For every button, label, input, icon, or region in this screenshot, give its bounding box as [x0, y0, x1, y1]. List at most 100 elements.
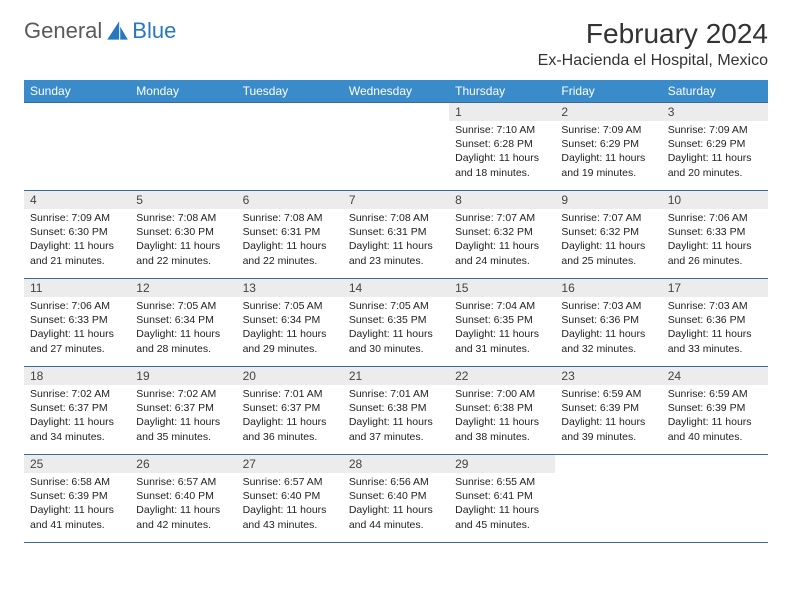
calendar-table: SundayMondayTuesdayWednesdayThursdayFrid… [24, 80, 768, 543]
calendar-cell: 1Sunrise: 7:10 AMSunset: 6:28 PMDaylight… [449, 103, 555, 191]
calendar-cell-empty [130, 103, 236, 191]
day-number: 8 [449, 191, 555, 209]
day-number: 5 [130, 191, 236, 209]
day-details: Sunrise: 7:06 AMSunset: 6:33 PMDaylight:… [24, 297, 130, 358]
day-number: 25 [24, 455, 130, 473]
calendar-cell-empty [662, 455, 768, 543]
day-details: Sunrise: 7:01 AMSunset: 6:37 PMDaylight:… [237, 385, 343, 446]
day-details: Sunrise: 6:56 AMSunset: 6:40 PMDaylight:… [343, 473, 449, 534]
day-details: Sunrise: 7:06 AMSunset: 6:33 PMDaylight:… [662, 209, 768, 270]
day-number: 22 [449, 367, 555, 385]
calendar-cell: 7Sunrise: 7:08 AMSunset: 6:31 PMDaylight… [343, 191, 449, 279]
day-number: 28 [343, 455, 449, 473]
day-number: 17 [662, 279, 768, 297]
day-number: 11 [24, 279, 130, 297]
day-number: 12 [130, 279, 236, 297]
day-number: 29 [449, 455, 555, 473]
day-details: Sunrise: 6:57 AMSunset: 6:40 PMDaylight:… [237, 473, 343, 534]
day-details: Sunrise: 7:05 AMSunset: 6:34 PMDaylight:… [237, 297, 343, 358]
weekday-header-row: SundayMondayTuesdayWednesdayThursdayFrid… [24, 80, 768, 103]
day-details: Sunrise: 6:58 AMSunset: 6:39 PMDaylight:… [24, 473, 130, 534]
calendar-cell-empty [237, 103, 343, 191]
calendar-cell: 27Sunrise: 6:57 AMSunset: 6:40 PMDayligh… [237, 455, 343, 543]
brand-word2: Blue [132, 18, 176, 44]
calendar-cell: 3Sunrise: 7:09 AMSunset: 6:29 PMDaylight… [662, 103, 768, 191]
day-details: Sunrise: 7:05 AMSunset: 6:35 PMDaylight:… [343, 297, 449, 358]
calendar-cell: 13Sunrise: 7:05 AMSunset: 6:34 PMDayligh… [237, 279, 343, 367]
header: General Blue February 2024 Ex-Hacienda e… [24, 18, 768, 70]
day-details: Sunrise: 7:08 AMSunset: 6:31 PMDaylight:… [343, 209, 449, 270]
day-number: 18 [24, 367, 130, 385]
calendar-cell: 11Sunrise: 7:06 AMSunset: 6:33 PMDayligh… [24, 279, 130, 367]
weekday-header: Wednesday [343, 80, 449, 103]
day-number: 4 [24, 191, 130, 209]
calendar-cell: 25Sunrise: 6:58 AMSunset: 6:39 PMDayligh… [24, 455, 130, 543]
day-details: Sunrise: 7:03 AMSunset: 6:36 PMDaylight:… [555, 297, 661, 358]
calendar-cell: 29Sunrise: 6:55 AMSunset: 6:41 PMDayligh… [449, 455, 555, 543]
day-details: Sunrise: 7:02 AMSunset: 6:37 PMDaylight:… [24, 385, 130, 446]
calendar-cell: 12Sunrise: 7:05 AMSunset: 6:34 PMDayligh… [130, 279, 236, 367]
day-details: Sunrise: 7:00 AMSunset: 6:38 PMDaylight:… [449, 385, 555, 446]
day-details: Sunrise: 6:55 AMSunset: 6:41 PMDaylight:… [449, 473, 555, 534]
day-number: 2 [555, 103, 661, 121]
weekday-header: Saturday [662, 80, 768, 103]
day-details: Sunrise: 7:07 AMSunset: 6:32 PMDaylight:… [555, 209, 661, 270]
day-number: 9 [555, 191, 661, 209]
calendar-row: 4Sunrise: 7:09 AMSunset: 6:30 PMDaylight… [24, 191, 768, 279]
weekday-header: Monday [130, 80, 236, 103]
day-number: 27 [237, 455, 343, 473]
day-number: 26 [130, 455, 236, 473]
calendar-cell: 21Sunrise: 7:01 AMSunset: 6:38 PMDayligh… [343, 367, 449, 455]
day-number: 7 [343, 191, 449, 209]
calendar-cell: 26Sunrise: 6:57 AMSunset: 6:40 PMDayligh… [130, 455, 236, 543]
day-details: Sunrise: 6:57 AMSunset: 6:40 PMDaylight:… [130, 473, 236, 534]
day-number: 14 [343, 279, 449, 297]
day-details: Sunrise: 7:10 AMSunset: 6:28 PMDaylight:… [449, 121, 555, 182]
day-number: 13 [237, 279, 343, 297]
day-number: 20 [237, 367, 343, 385]
day-details: Sunrise: 7:07 AMSunset: 6:32 PMDaylight:… [449, 209, 555, 270]
day-details: Sunrise: 7:03 AMSunset: 6:36 PMDaylight:… [662, 297, 768, 358]
day-details: Sunrise: 6:59 AMSunset: 6:39 PMDaylight:… [555, 385, 661, 446]
calendar-cell: 28Sunrise: 6:56 AMSunset: 6:40 PMDayligh… [343, 455, 449, 543]
calendar-cell: 8Sunrise: 7:07 AMSunset: 6:32 PMDaylight… [449, 191, 555, 279]
calendar-row: 25Sunrise: 6:58 AMSunset: 6:39 PMDayligh… [24, 455, 768, 543]
weekday-header: Friday [555, 80, 661, 103]
calendar-cell-empty [24, 103, 130, 191]
calendar-cell: 16Sunrise: 7:03 AMSunset: 6:36 PMDayligh… [555, 279, 661, 367]
calendar-row: 1Sunrise: 7:10 AMSunset: 6:28 PMDaylight… [24, 103, 768, 191]
calendar-cell: 10Sunrise: 7:06 AMSunset: 6:33 PMDayligh… [662, 191, 768, 279]
brand-logo: General Blue [24, 18, 176, 44]
calendar-cell: 2Sunrise: 7:09 AMSunset: 6:29 PMDaylight… [555, 103, 661, 191]
calendar-cell: 17Sunrise: 7:03 AMSunset: 6:36 PMDayligh… [662, 279, 768, 367]
day-number: 19 [130, 367, 236, 385]
calendar-cell: 18Sunrise: 7:02 AMSunset: 6:37 PMDayligh… [24, 367, 130, 455]
day-details: Sunrise: 7:08 AMSunset: 6:31 PMDaylight:… [237, 209, 343, 270]
title-block: February 2024 Ex-Hacienda el Hospital, M… [538, 18, 768, 70]
day-details: Sunrise: 7:05 AMSunset: 6:34 PMDaylight:… [130, 297, 236, 358]
day-number: 6 [237, 191, 343, 209]
calendar-cell-empty [555, 455, 661, 543]
calendar-cell: 22Sunrise: 7:00 AMSunset: 6:38 PMDayligh… [449, 367, 555, 455]
calendar-cell: 23Sunrise: 6:59 AMSunset: 6:39 PMDayligh… [555, 367, 661, 455]
day-details: Sunrise: 7:09 AMSunset: 6:30 PMDaylight:… [24, 209, 130, 270]
calendar-row: 18Sunrise: 7:02 AMSunset: 6:37 PMDayligh… [24, 367, 768, 455]
day-number: 10 [662, 191, 768, 209]
calendar-cell: 4Sunrise: 7:09 AMSunset: 6:30 PMDaylight… [24, 191, 130, 279]
calendar-cell: 19Sunrise: 7:02 AMSunset: 6:37 PMDayligh… [130, 367, 236, 455]
day-details: Sunrise: 7:09 AMSunset: 6:29 PMDaylight:… [555, 121, 661, 182]
calendar-cell: 24Sunrise: 6:59 AMSunset: 6:39 PMDayligh… [662, 367, 768, 455]
weekday-header: Sunday [24, 80, 130, 103]
calendar-cell: 6Sunrise: 7:08 AMSunset: 6:31 PMDaylight… [237, 191, 343, 279]
brand-word1: General [24, 18, 102, 44]
calendar-cell: 15Sunrise: 7:04 AMSunset: 6:35 PMDayligh… [449, 279, 555, 367]
calendar-cell: 20Sunrise: 7:01 AMSunset: 6:37 PMDayligh… [237, 367, 343, 455]
month-title: February 2024 [538, 18, 768, 50]
brand-sail-icon [104, 18, 130, 44]
day-number: 16 [555, 279, 661, 297]
day-number: 1 [449, 103, 555, 121]
weekday-header: Tuesday [237, 80, 343, 103]
calendar-row: 11Sunrise: 7:06 AMSunset: 6:33 PMDayligh… [24, 279, 768, 367]
day-details: Sunrise: 7:02 AMSunset: 6:37 PMDaylight:… [130, 385, 236, 446]
location-line: Ex-Hacienda el Hospital, Mexico [538, 52, 768, 70]
